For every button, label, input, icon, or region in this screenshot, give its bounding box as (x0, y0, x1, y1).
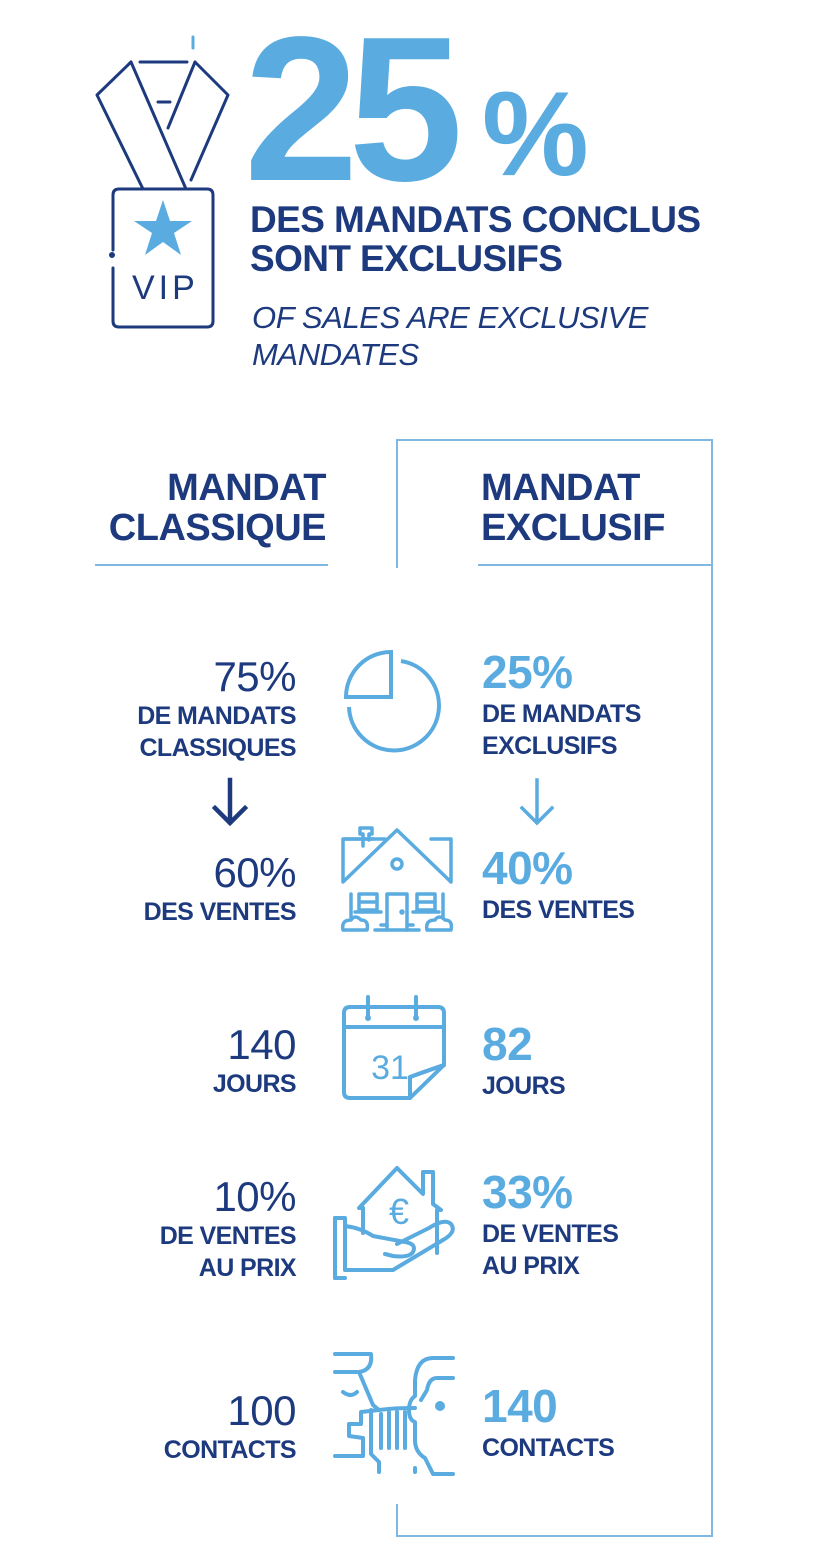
hero-subtitle-en-line1: OF SALES ARE EXCLUSIVE (252, 300, 649, 335)
stat-classique-sales-at-price: 10% DE VENTES AU PRIX (159, 1173, 297, 1284)
stat-label-line1: CONTACTS (163, 1436, 297, 1464)
hand-house-euro-icon: € (333, 1166, 455, 1280)
svg-text:31: 31 (371, 1049, 409, 1087)
stat-label-line1: DES VENTES (482, 896, 635, 924)
column-header-classique-line2: CLASSIQUE (108, 507, 327, 549)
hero-percent-sign: % (482, 67, 589, 201)
stat-label-line1: DES VENTES (143, 898, 297, 926)
stat-value: 100 (227, 1387, 296, 1434)
stat-value: 10% (213, 1173, 296, 1220)
stat-label-line1: DE VENTES (482, 1220, 619, 1248)
arrow-down-icon (519, 778, 555, 826)
column-header-exclusif-line1: MANDAT (481, 467, 640, 509)
stat-classique-sales: 60% DES VENTES (143, 849, 297, 928)
stat-value: 40% (482, 842, 573, 894)
stat-label-line2: AU PRIX (198, 1254, 297, 1282)
stat-exclusif-contacts: 140 CONTACTS (482, 1380, 615, 1464)
vip-badge-text: VIP (132, 269, 199, 307)
stat-label-line1: DE MANDATS (137, 702, 296, 730)
hero-subtitle-en: OF SALES ARE EXCLUSIVE MANDATES (252, 299, 648, 373)
stat-value: 82 (482, 1018, 533, 1070)
hero-title-fr: DES MANDATS CONCLUS SONT EXCLUSIFS (250, 199, 701, 279)
hero-subtitle-en-line2: MANDATES (252, 337, 419, 372)
column-header-classique-line1: MANDAT (167, 467, 326, 509)
stat-classique-days: 140 JOURS (212, 1021, 297, 1100)
column-header-exclusif: MANDAT EXCLUSIF (481, 468, 665, 548)
stat-exclusif-sales-at-price: 33% DE VENTES AU PRIX (482, 1166, 619, 1282)
column-header-classique: MANDAT CLASSIQUE (108, 467, 327, 549)
stat-value: 140 (482, 1380, 558, 1432)
stat-label-line1: CONTACTS (482, 1434, 615, 1462)
stat-value: 25% (482, 646, 573, 698)
hero-title-fr-line2: SONT EXCLUSIFS (250, 238, 563, 279)
stat-exclusif-sales: 40% DES VENTES (482, 842, 635, 926)
stat-label-line2: CLASSIQUES (139, 734, 296, 762)
stat-value: 60% (213, 849, 296, 896)
stat-label-line1: DE MANDATS (482, 700, 641, 728)
house-icon (340, 826, 454, 932)
calendar-icon: 31 (342, 995, 446, 1100)
stat-label-line2: AU PRIX (482, 1252, 580, 1280)
svg-text:€: € (389, 1191, 409, 1232)
frame-right (711, 439, 713, 1537)
stat-label-line1: JOURS (212, 1070, 297, 1098)
hero-number: 25 (244, 0, 463, 224)
stat-label-line1: JOURS (482, 1072, 566, 1100)
frame-left-top (396, 439, 398, 568)
stat-value: 140 (227, 1021, 296, 1068)
stat-classique-contacts: 100 CONTACTS (163, 1387, 297, 1466)
pie-chart-icon (343, 649, 441, 753)
frame-bottom (396, 1535, 713, 1537)
whisper-contact-icon (333, 1352, 455, 1476)
hero-title-fr-line1: DES MANDATS CONCLUS (250, 199, 701, 240)
stat-value: 75% (213, 653, 296, 700)
column-header-exclusif-line2: EXCLUSIF (481, 507, 665, 549)
arrow-down-icon (211, 777, 249, 827)
stat-label-line2: EXCLUSIFS (482, 732, 618, 760)
frame-left-bottom (396, 1504, 398, 1537)
column-rule-left (95, 564, 328, 566)
vip-badge-icon (95, 35, 230, 329)
stat-classique-mandates: 75% DE MANDATS CLASSIQUES (137, 656, 296, 764)
stat-exclusif-mandates: 25% DE MANDATS EXCLUSIFS (482, 646, 641, 762)
frame-top (396, 439, 713, 441)
stat-label-line1: DE VENTES (159, 1222, 297, 1250)
stat-value: 33% (482, 1166, 573, 1218)
column-rule-right (478, 564, 712, 566)
stat-exclusif-days: 82 JOURS (482, 1018, 566, 1102)
